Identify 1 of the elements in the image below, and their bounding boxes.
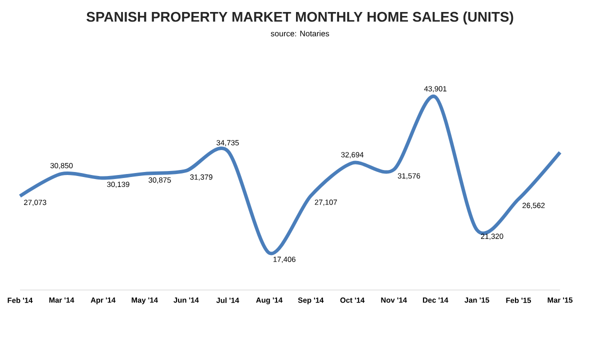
chart-title: SPANISH PROPERTY MARKET MONTHLY HOME SALES (UNITS) xyxy=(86,12,514,25)
